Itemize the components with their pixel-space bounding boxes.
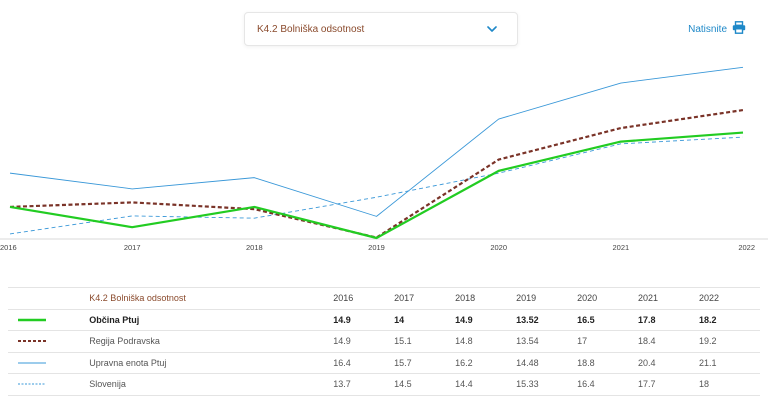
table-cell: 13.54 bbox=[516, 330, 578, 353]
x-tick-label: 2018 bbox=[246, 243, 263, 252]
table-row: Regija Podravska 14.9 15.1 14.8 13.54 17… bbox=[8, 330, 760, 353]
table-cell: 16.5 bbox=[577, 309, 639, 331]
series-line-ob-ina-ptuj bbox=[9, 131, 744, 240]
year-header: 2021 bbox=[638, 287, 699, 310]
year-header: 2019 bbox=[516, 287, 578, 310]
year-header: 2016 bbox=[333, 287, 395, 310]
table-cell: 16.4 bbox=[577, 373, 639, 396]
table-cell: 18.2 bbox=[699, 309, 760, 331]
table-cell: 17 bbox=[577, 330, 639, 353]
series-line-slovenija bbox=[9, 136, 744, 235]
table-cell: 19.2 bbox=[699, 330, 760, 353]
x-tick-label: 2017 bbox=[124, 243, 141, 252]
table-cell: 14.48 bbox=[516, 352, 578, 374]
year-header: 2017 bbox=[394, 287, 456, 310]
table-cell: 14.8 bbox=[455, 330, 517, 353]
series-line-upravna-enota-ptuj bbox=[9, 66, 744, 217]
x-tick-label: 2022 bbox=[738, 243, 755, 252]
table-row: Upravna enota Ptuj 16.4 15.7 16.2 14.48 … bbox=[8, 352, 760, 374]
table-cell: 14.5 bbox=[394, 373, 456, 396]
table-header-row: K4.2 Bolniška odsotnost 2016 2017 2018 2… bbox=[8, 287, 760, 310]
table-cell: 14.9 bbox=[455, 309, 517, 331]
table-cell: 14 bbox=[394, 309, 456, 331]
line-chart: 2016 2017 2018 2019 2020 2021 2022 bbox=[0, 40, 768, 260]
table-cell: 21.1 bbox=[699, 352, 760, 374]
legend-swatch-regija-podravska bbox=[8, 330, 90, 353]
year-header: 2022 bbox=[699, 287, 760, 310]
table-cell: 13.7 bbox=[333, 373, 395, 396]
table-cell: 18.8 bbox=[577, 352, 639, 374]
table-cell: 14.4 bbox=[455, 373, 517, 396]
table-cell: 16.2 bbox=[455, 352, 517, 374]
table-cell: 14.9 bbox=[333, 309, 395, 331]
printer-icon bbox=[732, 21, 746, 37]
row-label: Regija Podravska bbox=[89, 330, 334, 353]
row-label: Slovenija bbox=[89, 373, 334, 396]
x-tick-label: 2016 bbox=[0, 243, 17, 252]
row-label: Upravna enota Ptuj bbox=[89, 352, 334, 374]
indicator-select-value: K4.2 Bolniška odsotnost bbox=[257, 23, 365, 35]
table-title-header: K4.2 Bolniška odsotnost bbox=[89, 287, 334, 310]
year-header: 2018 bbox=[455, 287, 517, 310]
row-label: Občina Ptuj bbox=[89, 309, 334, 331]
x-tick-label: 2020 bbox=[490, 243, 507, 252]
year-header: 2020 bbox=[577, 287, 639, 310]
table-cell: 17.7 bbox=[638, 373, 699, 396]
legend-swatch-slovenija bbox=[8, 373, 90, 396]
legend-swatch-upravna-enota-ptuj bbox=[8, 352, 90, 374]
print-label: Natisnite bbox=[688, 23, 727, 35]
chevron-down-icon bbox=[485, 22, 499, 36]
table-cell: 15.1 bbox=[394, 330, 456, 353]
table-cell: 18 bbox=[699, 373, 760, 396]
table-cell: 15.7 bbox=[394, 352, 456, 374]
table-cell: 18.4 bbox=[638, 330, 699, 353]
legend-header-cell bbox=[8, 287, 90, 310]
table-cell: 17.8 bbox=[638, 309, 699, 331]
print-button[interactable]: Natisnite bbox=[688, 21, 746, 37]
table-row: Slovenija 13.7 14.5 14.4 15.33 16.4 17.7… bbox=[8, 373, 760, 396]
table-cell: 15.33 bbox=[516, 373, 578, 396]
indicator-select[interactable]: K4.2 Bolniška odsotnost bbox=[244, 12, 518, 46]
table-cell: 16.4 bbox=[333, 352, 395, 374]
x-tick-label: 2019 bbox=[368, 243, 385, 252]
table-cell: 20.4 bbox=[638, 352, 699, 374]
table-row: Občina Ptuj 14.9 14 14.9 13.52 16.5 17.8… bbox=[8, 309, 760, 331]
table-cell: 13.52 bbox=[516, 309, 578, 331]
table-cell: 14.9 bbox=[333, 330, 395, 353]
series-line-regija-podravska bbox=[9, 108, 744, 239]
data-table: K4.2 Bolniška odsotnost 2016 2017 2018 2… bbox=[8, 287, 760, 396]
x-tick-label: 2021 bbox=[612, 243, 629, 252]
legend-swatch-obcina-ptuj bbox=[8, 309, 90, 331]
